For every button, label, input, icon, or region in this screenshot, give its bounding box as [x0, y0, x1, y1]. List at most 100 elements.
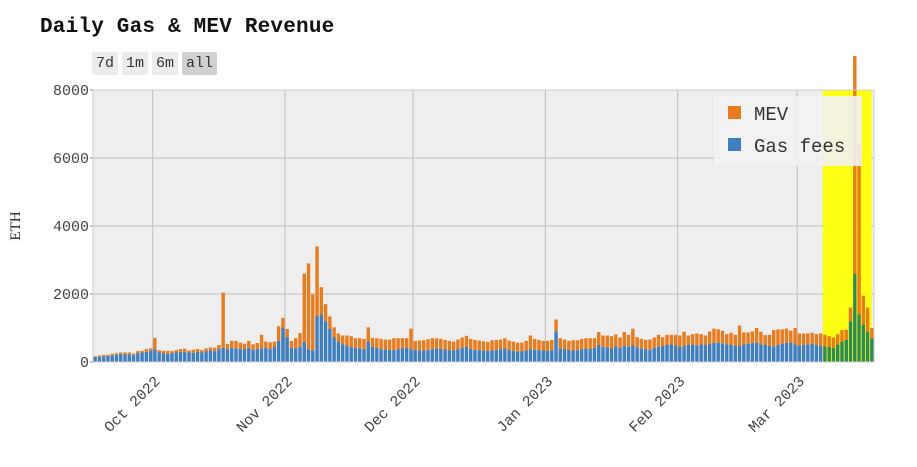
- y-tick-label: 0: [80, 355, 89, 372]
- bar-mev: [575, 340, 580, 351]
- bar-gas-fees: [759, 344, 763, 362]
- bar-mev: [579, 338, 584, 350]
- bar-mev: [315, 246, 319, 317]
- bar-gas-fees: [579, 349, 584, 362]
- bar-mev: [153, 337, 157, 350]
- bar-mev: [767, 334, 772, 346]
- bar-gas-fees: [780, 343, 784, 362]
- bar-gas-fees: [302, 341, 306, 362]
- chart-title: Daily Gas & MEV Revenue: [40, 16, 335, 39]
- bar-mev: [340, 335, 345, 345]
- bar-mev: [648, 339, 652, 350]
- bar-gas-fees: [490, 350, 494, 362]
- bar-mev: [550, 339, 554, 351]
- bar-mev: [473, 339, 477, 350]
- bar-gas-fees: [806, 344, 810, 362]
- bar-gas-fees: [533, 349, 537, 362]
- y-tick-label: 6000: [53, 151, 89, 168]
- bar-mev: [366, 327, 370, 342]
- y-tick-label: 2000: [53, 287, 89, 304]
- bar-mev: [789, 330, 793, 343]
- bar-mev: [678, 335, 682, 347]
- bar-gas-fees: [422, 350, 426, 362]
- bar-gas-fees: [703, 345, 708, 362]
- bar-mev: [97, 355, 102, 357]
- bar-gas-fees: [119, 353, 123, 362]
- range-6m-button[interactable]: 6m: [152, 52, 179, 75]
- bar-gas-fees: [242, 349, 247, 362]
- bar-mev: [221, 292, 225, 348]
- bar-mev: [212, 347, 217, 352]
- bar-gas-fees: [682, 346, 686, 362]
- range-all-button[interactable]: all: [182, 52, 218, 75]
- bar-mev: [400, 338, 405, 349]
- bar-mev: [119, 352, 123, 354]
- bar-gas-fees: [528, 349, 533, 362]
- bar-mev: [635, 337, 639, 348]
- bar-mev: [861, 295, 866, 325]
- bar-mev: [93, 356, 97, 357]
- bar-gas-fees: [430, 349, 434, 362]
- bar-gas-fees: [550, 350, 554, 362]
- bar-mev: [272, 341, 277, 348]
- bar-mev: [720, 330, 725, 344]
- bar-mev: [597, 332, 601, 345]
- bar-gas-fees: [614, 346, 618, 362]
- bar-gas-fees: [208, 350, 213, 362]
- bar-mev: [857, 144, 861, 315]
- bar-gas-fees: [353, 347, 358, 362]
- bar-mev: [136, 351, 140, 354]
- bar-mev: [831, 337, 836, 348]
- bar-gas-fees: [153, 349, 157, 362]
- bar-mev: [848, 307, 853, 322]
- bar-mev: [823, 334, 827, 347]
- range-1m-button[interactable]: 1m: [122, 52, 149, 75]
- bar-mev: [447, 340, 452, 351]
- bar-mev: [362, 338, 366, 350]
- bar-mev: [776, 329, 780, 345]
- bar-mev: [208, 347, 213, 351]
- bar-mev: [797, 333, 802, 346]
- range-7d-button[interactable]: 7d: [92, 52, 119, 75]
- bar-mev: [234, 340, 238, 349]
- bar-gas-fees: [648, 349, 652, 362]
- bar-mev: [554, 319, 558, 332]
- bar-mev: [165, 350, 170, 354]
- bar-mev: [229, 340, 234, 348]
- bar-gas-fees: [801, 345, 806, 362]
- bar-mev: [562, 339, 567, 350]
- bar-mev: [409, 328, 413, 350]
- bar-gas-fees: [601, 346, 605, 362]
- x-tick-label: Nov 2022: [234, 374, 297, 437]
- bar-mev: [195, 349, 200, 352]
- bar-gas-fees: [447, 350, 452, 362]
- bar-mev: [682, 331, 686, 347]
- bar-gas-fees: [588, 349, 592, 362]
- bar-gas-fees: [643, 349, 648, 362]
- bar-gas-fees: [217, 349, 221, 362]
- bar-mev: [754, 328, 759, 343]
- bar-mev: [844, 329, 848, 340]
- bar-gas-fees: [311, 350, 315, 362]
- bar-mev: [643, 339, 648, 350]
- bar-mev: [515, 342, 520, 352]
- bar-mev: [661, 337, 665, 347]
- bar-mev: [464, 335, 469, 347]
- bar-mev: [422, 340, 426, 351]
- bar-mev: [656, 334, 661, 347]
- bar-mev: [439, 338, 443, 349]
- bar-mev: [750, 331, 755, 343]
- bar-gas-fees: [836, 344, 840, 362]
- bar-mev: [784, 328, 789, 343]
- bar-gas-fees: [690, 344, 695, 362]
- bar-gas-fees: [131, 354, 136, 362]
- bar-mev: [818, 333, 823, 346]
- bar-gas-fees: [101, 356, 106, 362]
- bar-gas-fees: [750, 342, 755, 362]
- bar-mev: [101, 354, 106, 357]
- bar-mev: [178, 349, 183, 352]
- bar-mev: [238, 342, 242, 349]
- bar-gas-fees: [733, 345, 738, 362]
- bar-gas-fees: [144, 351, 149, 362]
- bar-gas-fees: [413, 349, 417, 362]
